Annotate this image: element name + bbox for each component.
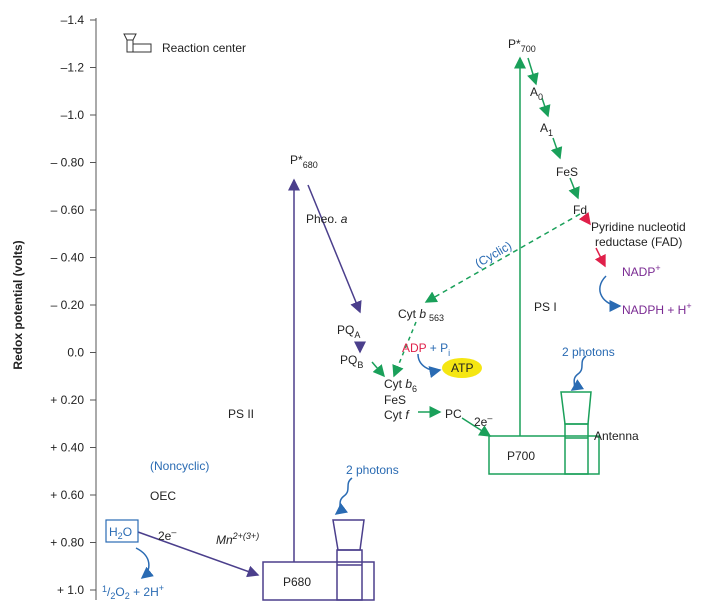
- cyt-b563-label: Cyt b 563: [398, 307, 444, 323]
- fd-to-reductase-arrow: [584, 216, 590, 224]
- pheo-label: Pheo. a: [306, 212, 348, 226]
- adp-pi-label: ADP + Pi: [402, 341, 450, 358]
- atp-label: ATP: [451, 361, 473, 375]
- y-axis-label: Redox potential (volts): [11, 240, 25, 369]
- photons-right-label: 2 photons: [562, 345, 615, 359]
- water-splitting-arrow: [136, 548, 149, 578]
- a1-to-fes-arrow: [553, 138, 560, 158]
- cyclic-fd-to-cytb563-arrow: [426, 214, 580, 302]
- y-axis: –1.4 –1.2 –1.0 – 0.80 – 0.60 – 0.40 – 0.20 0.0 +…: [50, 13, 96, 600]
- fd-label: Fd: [573, 203, 587, 217]
- y-tick-label: – 0.80: [51, 156, 85, 170]
- nadp-label: NADP+: [622, 263, 661, 279]
- p700-to-a0-arrow: [528, 58, 536, 84]
- noncyclic-label: (Noncyclic): [150, 459, 209, 473]
- p700-star-label: P*700: [508, 37, 536, 54]
- cyt-b6-label: Cyt b6: [384, 377, 417, 394]
- pheo-to-pqa-arrow: [308, 185, 360, 312]
- pc-label: PC: [445, 407, 462, 421]
- p680-label: P680: [283, 575, 311, 589]
- y-tick-label: + 0.80: [50, 536, 84, 550]
- pyridine-label-1: Pyridine nucleotid: [591, 220, 686, 234]
- p680-reaction-center: [263, 520, 374, 600]
- y-tick-label: 0.0: [67, 346, 84, 360]
- pqb-label: PQB: [340, 353, 363, 370]
- p680-star-label: P*680: [290, 153, 318, 170]
- oec-label: OEC: [150, 489, 176, 503]
- y-tick-label: – 0.20: [51, 298, 85, 312]
- photons-left-label: 2 photons: [346, 463, 399, 477]
- h2o-label: H2O: [109, 525, 132, 541]
- p700-reaction-center: [489, 392, 599, 474]
- y-tick-label: –1.0: [61, 108, 85, 122]
- p700-label: P700: [507, 449, 535, 463]
- atp-synthesis-arrow: [418, 354, 440, 370]
- nadp-reduction-arrow: [600, 276, 620, 306]
- mn-label: Mn2+(3+): [216, 531, 259, 547]
- y-tick-label: + 1.0: [57, 583, 84, 597]
- ps1-label: PS I: [534, 300, 557, 314]
- y-tick-label: – 0.40: [51, 251, 85, 265]
- reductase-to-nadp-arrow: [596, 248, 605, 266]
- y-tick-label: + 0.40: [50, 441, 84, 455]
- fes-mid-label: FeS: [384, 393, 406, 407]
- nadph-label: NADPH + H+: [622, 301, 692, 317]
- y-tick-label: –1.2: [61, 61, 85, 75]
- legend-label: Reaction center: [162, 41, 246, 55]
- pyridine-label-2: reductase (FAD): [595, 235, 682, 249]
- legend-reaction-center-icon: [124, 34, 151, 52]
- y-tick-label: + 0.20: [50, 393, 84, 407]
- photons-right-icon: [572, 356, 586, 390]
- photons-left-icon: [336, 478, 352, 514]
- pqa-label: PQA: [337, 323, 360, 340]
- cyt-f-label: Cyt f: [384, 408, 410, 422]
- pqb-to-cytb6-arrow: [372, 362, 384, 376]
- y-tick-label: – 0.60: [51, 203, 85, 217]
- ps2-label: PS II: [228, 407, 254, 421]
- a1-label: A1: [540, 121, 553, 138]
- fes-to-fd-arrow: [570, 178, 578, 198]
- fes-top-label: FeS: [556, 165, 578, 179]
- y-tick-label: –1.4: [61, 13, 85, 27]
- y-tick-label: + 0.60: [50, 488, 84, 502]
- electrons-right-label: 2e–: [474, 413, 492, 429]
- a0-label: A0: [530, 85, 543, 102]
- oxygen-label: 1/2O2 + 2H+: [102, 583, 164, 601]
- antenna-label: Antenna: [594, 429, 639, 443]
- electrons-left-label: 2e–: [158, 527, 176, 543]
